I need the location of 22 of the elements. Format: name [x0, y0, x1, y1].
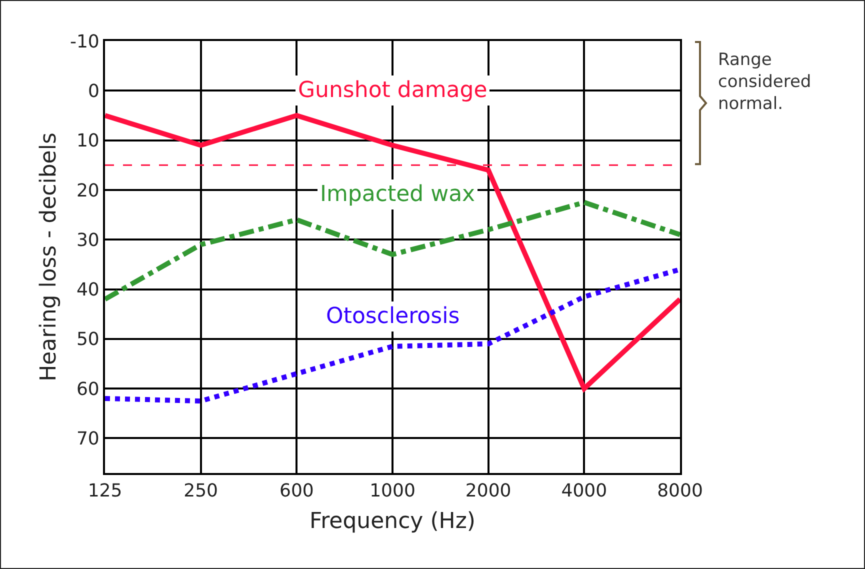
- series-label: Impacted wax: [320, 182, 476, 207]
- y-tick-label: 20: [76, 180, 100, 202]
- x-tick-label: 125: [88, 480, 122, 502]
- y-tick-label: 50: [76, 329, 100, 350]
- x-tick-label: 2000: [465, 480, 512, 502]
- y-tick-label: 0: [88, 80, 100, 102]
- y-tick-label: 30: [76, 230, 100, 251]
- series-label: Otosclerosis: [326, 304, 460, 329]
- x-axis-title: Frequency (Hz): [310, 509, 476, 534]
- y-tick-label: 10: [76, 130, 100, 152]
- y-tick-label: -10: [70, 31, 100, 52]
- y-axis-title: Hearing loss - decibels: [36, 132, 62, 382]
- x-tick-label: 250: [184, 480, 218, 502]
- x-tick-label: 4000: [561, 480, 608, 502]
- text: Range considered normal.: [718, 49, 812, 115]
- x-tick-label: 8000: [657, 480, 703, 502]
- x-tick-label: 600: [279, 480, 314, 502]
- y-tick-label: 40: [76, 280, 100, 301]
- y-tick-label: 70: [76, 428, 100, 450]
- series-label: Gunshot damage: [298, 78, 488, 103]
- y-tick-label: 60: [76, 378, 100, 400]
- x-tick-label: 1000: [370, 480, 416, 502]
